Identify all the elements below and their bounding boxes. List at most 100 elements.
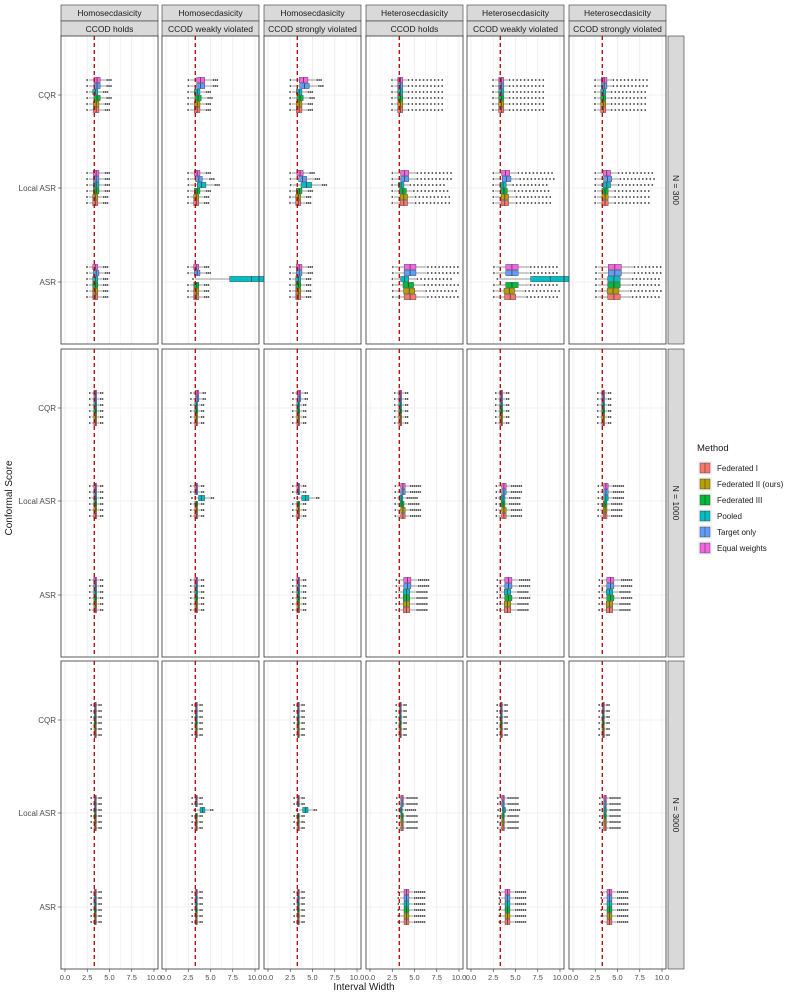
outlier-point bbox=[618, 891, 621, 893]
x-tick-label: 10.0 bbox=[655, 973, 670, 982]
panel-border bbox=[60, 35, 159, 345]
outlier-point bbox=[609, 803, 612, 805]
outlier-point bbox=[630, 290, 632, 292]
outlier-point bbox=[309, 296, 312, 298]
outlier-point bbox=[201, 716, 203, 718]
outlier-point bbox=[537, 178, 540, 180]
outlier-point bbox=[99, 497, 102, 499]
outlier-point bbox=[431, 284, 433, 286]
x-tick-label: 5.0 bbox=[205, 973, 215, 982]
outlier-point bbox=[201, 710, 203, 712]
outlier-point bbox=[643, 278, 645, 280]
outlier-point bbox=[530, 178, 533, 180]
legend-label: Federated I bbox=[717, 464, 758, 473]
outlier-point bbox=[313, 97, 315, 99]
outlier-point bbox=[504, 722, 506, 724]
outlier-point bbox=[443, 184, 445, 186]
outlier-point bbox=[512, 515, 515, 517]
outlier-point bbox=[391, 284, 394, 286]
outlier-point bbox=[395, 710, 398, 712]
outlier-point bbox=[293, 716, 296, 718]
outlier-point bbox=[407, 103, 410, 105]
outlier-point bbox=[413, 184, 415, 186]
outlier-point bbox=[200, 491, 203, 493]
outlier-point bbox=[209, 103, 212, 105]
outlier-point bbox=[411, 509, 414, 511]
outlier-point bbox=[513, 815, 515, 817]
outlier-point bbox=[410, 821, 412, 823]
outlier-point bbox=[100, 803, 102, 805]
facet-panel: 0.0 2.5 5.0 7.5 10.0 bbox=[365, 660, 466, 982]
outlier-point bbox=[518, 891, 521, 893]
outlier-point bbox=[212, 178, 215, 180]
outlier-point bbox=[549, 178, 551, 180]
outlier-point bbox=[629, 97, 632, 99]
outlier-point bbox=[302, 410, 305, 412]
outlier-point bbox=[205, 190, 208, 192]
outlier-point bbox=[625, 97, 628, 99]
outlier-point bbox=[205, 296, 208, 298]
outlier-point bbox=[291, 410, 294, 412]
outlier-point bbox=[511, 827, 513, 829]
outlier-point bbox=[106, 190, 109, 192]
outlier-point bbox=[86, 103, 88, 105]
outlier-point bbox=[517, 797, 519, 799]
outlier-point bbox=[405, 734, 407, 736]
outlier-point bbox=[616, 497, 619, 499]
outlier-point bbox=[496, 821, 499, 823]
outlier-point bbox=[450, 178, 452, 180]
outlier-point bbox=[457, 284, 459, 286]
outlier-point bbox=[203, 290, 206, 292]
outlier-point bbox=[106, 97, 108, 99]
outlier-point bbox=[494, 422, 497, 424]
outlier-point bbox=[606, 716, 608, 718]
outlier-point bbox=[607, 398, 610, 400]
outlier-point bbox=[517, 827, 519, 829]
outlier-point bbox=[191, 903, 194, 905]
outlier-point bbox=[422, 202, 424, 204]
outlier-point bbox=[207, 91, 210, 93]
outlier-point bbox=[311, 266, 314, 268]
outlier-point bbox=[539, 290, 542, 292]
outlier-point bbox=[509, 803, 511, 805]
outlier-point bbox=[422, 97, 425, 99]
outlier-point bbox=[302, 503, 305, 505]
outlier-point bbox=[199, 797, 201, 799]
outlier-point bbox=[621, 196, 624, 198]
outlier-point bbox=[391, 278, 394, 280]
outlier-point bbox=[495, 503, 498, 505]
facet-panel bbox=[568, 35, 667, 345]
outlier-point bbox=[622, 497, 625, 499]
outlier-point bbox=[506, 728, 508, 730]
legend-item: Federated II (ours) bbox=[698, 477, 784, 491]
outlier-point bbox=[425, 603, 428, 605]
outlier-point bbox=[416, 821, 418, 823]
outlier-point bbox=[643, 296, 645, 298]
x-tick-label: 7.5 bbox=[127, 973, 137, 982]
outlier-point bbox=[403, 710, 405, 712]
outlier-point bbox=[187, 172, 189, 174]
outlier-point bbox=[529, 284, 532, 286]
outlier-point bbox=[200, 422, 203, 424]
outlier-point bbox=[201, 803, 203, 805]
outlier-point bbox=[291, 515, 294, 517]
outlier-point bbox=[425, 290, 428, 292]
outlier-point bbox=[594, 190, 597, 192]
outlier-point bbox=[520, 509, 523, 511]
outlier-point bbox=[414, 827, 416, 829]
outlier-point bbox=[108, 103, 111, 105]
outlier-point bbox=[422, 196, 424, 198]
outlier-point bbox=[391, 103, 393, 105]
outlier-point bbox=[516, 921, 519, 923]
outlier-point bbox=[618, 485, 621, 487]
outlier-point bbox=[100, 710, 102, 712]
outlier-point bbox=[413, 491, 416, 493]
outlier-point bbox=[293, 497, 296, 499]
outlier-point bbox=[207, 190, 210, 192]
outlier-point bbox=[200, 585, 203, 587]
outlier-point bbox=[199, 716, 201, 718]
outlier-point bbox=[101, 509, 104, 511]
outlier-point bbox=[594, 109, 596, 111]
outlier-point bbox=[90, 716, 93, 718]
outlier-point bbox=[108, 172, 111, 174]
